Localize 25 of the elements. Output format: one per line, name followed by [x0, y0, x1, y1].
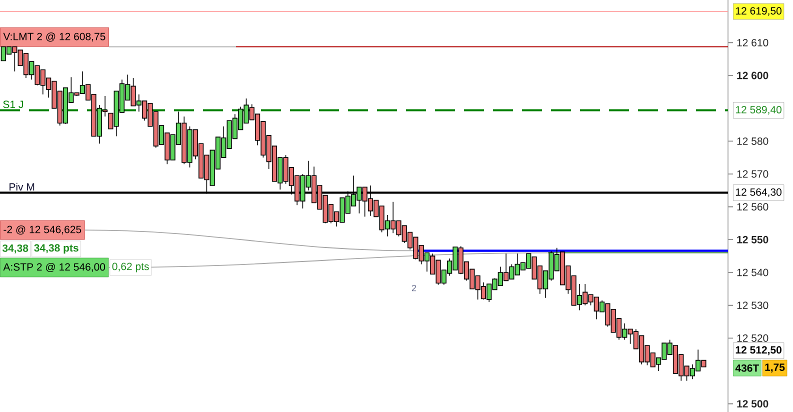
annotation: -2 @ 12 546,625 [4, 225, 82, 235]
y-tick-label: 12 520 [737, 334, 768, 342]
ref-line-label: Piv M [10, 182, 34, 190]
text: 12 619,50 [736, 7, 782, 16]
text: 436T [735, 364, 760, 372]
y-tick-label: 12 540 [737, 268, 768, 276]
y-tick-label: 12 530 [737, 302, 768, 310]
text: 12 564,30 [736, 188, 782, 198]
ref-line-label: A:STP 2 @ 12 546,00 [3, 262, 106, 272]
y-tick-label: 12 610 [737, 38, 768, 46]
ref-line-label: V:LMT 2 @ 12 608,75 [3, 32, 106, 42]
text: 1,75 [765, 364, 785, 372]
annotation: 34,38 [2, 244, 28, 254]
annotation: 0,62 pts [112, 262, 149, 272]
ref-line-label: S1 J [3, 100, 23, 108]
y-tick-label: 12 550 [737, 236, 768, 244]
y-tick-label: 12 580 [737, 137, 768, 145]
y-tick-label: 12 600 [737, 72, 768, 80]
y-tick-label: 12 560 [737, 203, 768, 211]
text: 12 512,50 [736, 346, 782, 356]
y-tick-label: 12 570 [737, 170, 768, 178]
annotation: 2 [412, 284, 416, 292]
text: 12 589,40 [736, 106, 782, 115]
y-tick-label: 12 500 [737, 400, 768, 408]
annotation: 34,38 pts [34, 244, 78, 254]
